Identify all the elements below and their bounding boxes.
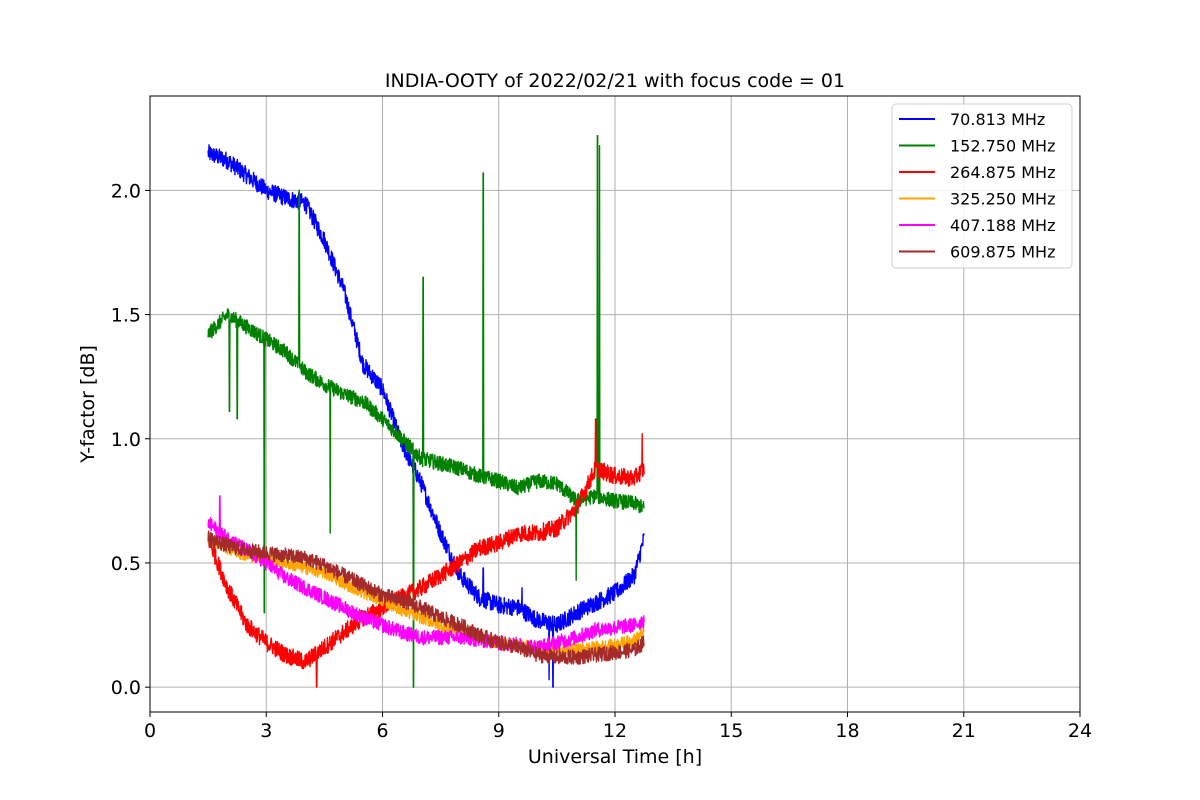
legend-label-5: 609.875 MHz — [950, 243, 1055, 262]
x-tick-label: 24 — [1068, 720, 1092, 742]
series-line-2 — [207, 418, 645, 688]
legend-label-3: 325.250 MHz — [950, 190, 1055, 209]
legend-box — [891, 103, 1073, 269]
chart-title: INDIA-OOTY of 2022/02/21 with focus code… — [385, 70, 845, 92]
legend-items: 70.813 MHz 152.750 MHz 264.875 MHz 325.250 … — [899, 110, 1055, 262]
x-tick-label: 15 — [719, 720, 743, 742]
x-axis-label: Universal Time [h] — [528, 746, 702, 768]
x-tick-label: 21 — [952, 720, 976, 742]
legend-label-2: 264.875 MHz — [950, 163, 1055, 182]
x-tick-label: 18 — [835, 720, 859, 742]
y-tick-label: 1.5 — [111, 305, 141, 327]
plot-frame — [149, 95, 1081, 713]
x-tick-label: 12 — [603, 720, 627, 742]
legend-label-0: 70.813 MHz — [950, 110, 1045, 129]
legend: 70.813 MHz 152.750 MHz 264.875 MHz 325.250 … — [891, 103, 1073, 269]
y-tick-label: 1.0 — [111, 429, 141, 451]
y-tick-label: 2.0 — [111, 180, 141, 202]
legend-label-4: 407.188 MHz — [950, 216, 1055, 235]
series-line-4 — [207, 495, 645, 656]
y-axis-label: Y-factor [dB] — [77, 345, 99, 464]
x-tick-label: 0 — [144, 720, 156, 742]
x-tick-label: 6 — [376, 720, 388, 742]
x-tick-label: 9 — [493, 720, 505, 742]
x-tick-label: 3 — [260, 720, 272, 742]
series-line-1 — [207, 135, 645, 688]
ticks: 0 3 6 9 12 15 18 21 24 0.0 0.5 1.0 1.5 2.0 — [111, 180, 1092, 742]
series-layer — [207, 135, 645, 688]
y-tick-label: 0.0 — [111, 677, 141, 699]
y-tick-label: 0.5 — [111, 553, 141, 575]
legend-label-1: 152.750 MHz — [950, 137, 1055, 156]
series-line-0 — [207, 144, 645, 688]
series-line-5 — [207, 530, 645, 665]
